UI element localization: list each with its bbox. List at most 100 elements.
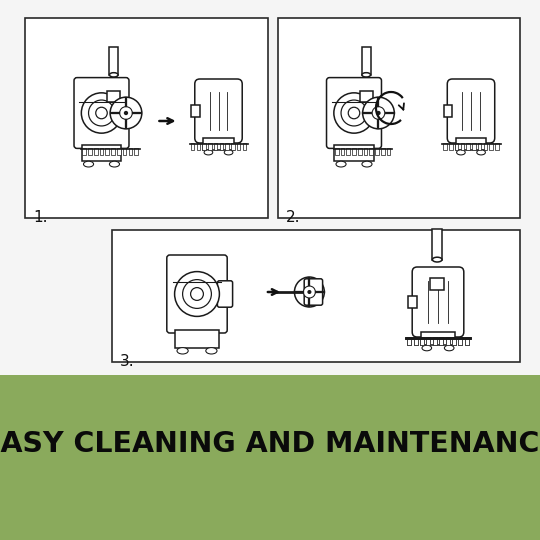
Text: 1.: 1.	[33, 210, 48, 225]
Bar	[362, 48, 370, 75]
Bar	[83, 147, 86, 155]
Bar	[94, 147, 98, 155]
Bar	[405, 337, 471, 339]
Bar	[433, 229, 442, 260]
Bar	[455, 143, 458, 150]
Circle shape	[89, 100, 114, 126]
Bar	[110, 48, 118, 75]
Bar	[333, 147, 393, 149]
Ellipse shape	[477, 150, 485, 155]
Circle shape	[334, 93, 374, 133]
Bar	[0, 375, 540, 540]
Bar	[369, 147, 373, 155]
Ellipse shape	[444, 345, 454, 351]
Bar	[407, 337, 411, 345]
Ellipse shape	[433, 257, 442, 262]
Ellipse shape	[110, 73, 118, 77]
Bar	[375, 147, 379, 155]
FancyBboxPatch shape	[412, 267, 464, 337]
Bar	[414, 337, 417, 345]
Ellipse shape	[457, 150, 465, 155]
Circle shape	[82, 93, 122, 133]
Bar	[441, 143, 501, 144]
Circle shape	[124, 111, 128, 115]
Bar	[439, 337, 443, 345]
Circle shape	[120, 107, 132, 119]
Bar	[25, 18, 268, 218]
Ellipse shape	[177, 348, 188, 354]
Bar	[433, 337, 437, 345]
Bar	[495, 143, 499, 150]
Bar	[408, 295, 417, 308]
Bar	[381, 147, 384, 155]
Bar	[421, 332, 455, 345]
Bar	[433, 337, 437, 345]
Bar	[225, 143, 229, 150]
Bar	[191, 143, 194, 150]
Bar	[80, 147, 140, 149]
Circle shape	[191, 288, 204, 300]
Bar	[446, 337, 450, 345]
Bar	[123, 147, 126, 155]
Bar	[231, 143, 235, 150]
Bar	[134, 147, 138, 155]
Bar	[467, 143, 470, 150]
Bar	[237, 143, 240, 150]
Circle shape	[174, 272, 219, 316]
Circle shape	[294, 277, 325, 307]
Circle shape	[341, 100, 367, 126]
FancyBboxPatch shape	[218, 281, 233, 307]
Bar	[443, 143, 447, 150]
Bar	[117, 147, 120, 155]
Bar	[364, 147, 367, 155]
Bar	[214, 143, 218, 150]
Bar	[439, 337, 443, 345]
Bar	[452, 337, 456, 345]
Bar	[129, 147, 132, 155]
Bar	[334, 145, 374, 161]
Bar	[420, 337, 424, 345]
Circle shape	[303, 286, 315, 298]
Ellipse shape	[110, 161, 119, 167]
Bar	[489, 143, 493, 150]
FancyBboxPatch shape	[304, 279, 322, 305]
FancyBboxPatch shape	[327, 78, 381, 148]
Bar	[100, 147, 103, 155]
FancyBboxPatch shape	[120, 101, 134, 125]
Bar	[458, 337, 462, 345]
Bar	[456, 138, 486, 150]
Bar	[387, 147, 390, 155]
FancyBboxPatch shape	[167, 255, 227, 333]
FancyBboxPatch shape	[195, 79, 242, 143]
Bar	[208, 143, 212, 150]
Circle shape	[372, 107, 385, 119]
Bar	[427, 337, 430, 345]
Bar	[347, 147, 350, 155]
Circle shape	[96, 107, 107, 119]
Ellipse shape	[362, 73, 370, 77]
Bar	[420, 337, 424, 345]
Bar	[360, 91, 373, 102]
Ellipse shape	[336, 161, 346, 167]
Bar	[414, 337, 417, 345]
FancyBboxPatch shape	[74, 78, 129, 148]
Bar	[105, 147, 109, 155]
Bar	[427, 337, 430, 345]
Bar	[242, 143, 246, 150]
Bar	[220, 143, 223, 150]
Bar	[88, 147, 92, 155]
Bar	[175, 330, 219, 348]
Bar	[446, 337, 450, 345]
Circle shape	[376, 111, 381, 115]
Circle shape	[307, 290, 312, 294]
Bar	[407, 337, 411, 345]
Bar	[478, 143, 482, 150]
Bar	[452, 337, 456, 345]
Bar	[458, 337, 462, 345]
Bar	[430, 278, 444, 290]
Bar	[352, 147, 356, 155]
Ellipse shape	[84, 161, 93, 167]
Circle shape	[110, 97, 142, 129]
Bar	[341, 147, 345, 155]
Circle shape	[183, 280, 211, 308]
